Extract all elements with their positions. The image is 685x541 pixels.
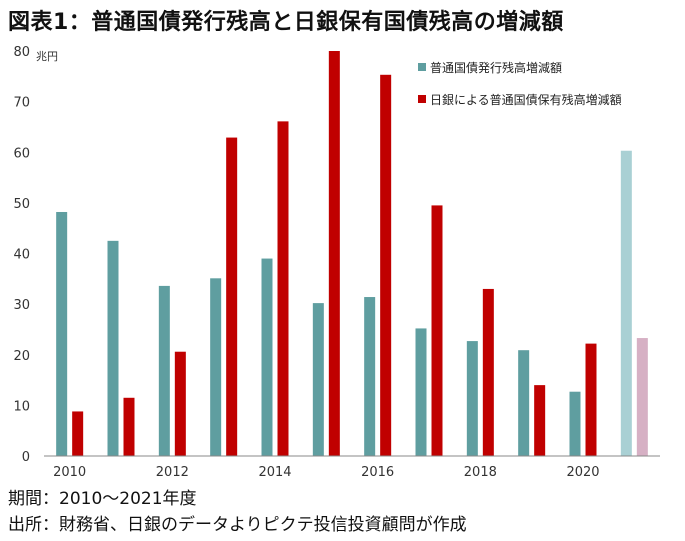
bar-boj-2011 (123, 397, 135, 456)
bar-issued-2011 (107, 240, 119, 456)
y-tick-label: 80 (13, 45, 30, 60)
bar-issued-2020 (569, 391, 581, 456)
bar-boj-2015 (328, 51, 340, 456)
footnote-period: 期間：2010～2021年度 (8, 489, 197, 509)
y-axis-unit: 兆円 (36, 50, 58, 63)
bar-boj-2012 (174, 351, 186, 456)
legend-swatch-boj (418, 95, 426, 103)
legend-label-boj: 日銀による普通国債保有残高増減額 (430, 92, 622, 107)
x-tick-label: 2014 (258, 465, 291, 480)
legend: 普通国債発行残高増減額 日銀による普通国債保有残高増減額 (418, 60, 622, 107)
y-tick-label: 60 (13, 146, 30, 161)
y-tick-label: 40 (13, 248, 30, 263)
bar-issued-2021 (620, 150, 632, 456)
bar-issued-2014 (261, 258, 273, 456)
y-tick-label: 50 (13, 197, 30, 212)
y-tick-label: 10 (13, 399, 30, 414)
y-tick-label: 0 (22, 450, 30, 465)
chart-title: 図表1：普通国債発行残高と日銀保有国債残高の増減額 (8, 10, 564, 35)
bar-issued-2013 (210, 278, 222, 456)
bar-boj-2018 (482, 288, 494, 456)
y-tick-label: 20 (13, 349, 30, 364)
x-tick-label: 2010 (53, 465, 86, 480)
bar-boj-2019 (534, 385, 546, 456)
bar-boj-2020 (585, 343, 597, 456)
bar-issued-2017 (415, 328, 427, 456)
bar-boj-2013 (226, 137, 238, 456)
bar-issued-2019 (518, 350, 530, 456)
y-tick-label: 70 (13, 96, 30, 111)
bar-issued-2015 (312, 303, 324, 456)
x-tick-label: 2018 (464, 465, 497, 480)
bar-issued-2012 (158, 285, 170, 456)
bar-issued-2010 (56, 211, 68, 456)
bar-boj-2021 (636, 338, 648, 456)
bars (56, 51, 648, 457)
bar-issued-2018 (466, 341, 478, 456)
x-tick-label: 2016 (361, 465, 394, 480)
legend-swatch-issued (418, 63, 426, 71)
bar-issued-2016 (364, 297, 376, 456)
bar-boj-2014 (277, 121, 289, 457)
y-axis-ticks: 0 10 20 30 40 50 60 70 80 (13, 45, 30, 465)
bar-boj-2017 (431, 205, 443, 456)
footnote-source: 出所：財務省、日銀のデータよりピクテ投信投資顧問が作成 (8, 515, 467, 535)
bar-boj-2016 (380, 74, 392, 456)
y-tick-label: 30 (13, 298, 30, 313)
x-tick-label: 2012 (156, 465, 189, 480)
x-tick-label: 2020 (566, 465, 599, 480)
bar-boj-2010 (72, 411, 84, 456)
x-axis-ticks: 2010 2012 2014 2016 2018 2020 (53, 465, 599, 480)
legend-label-issued: 普通国債発行残高増減額 (430, 60, 562, 75)
